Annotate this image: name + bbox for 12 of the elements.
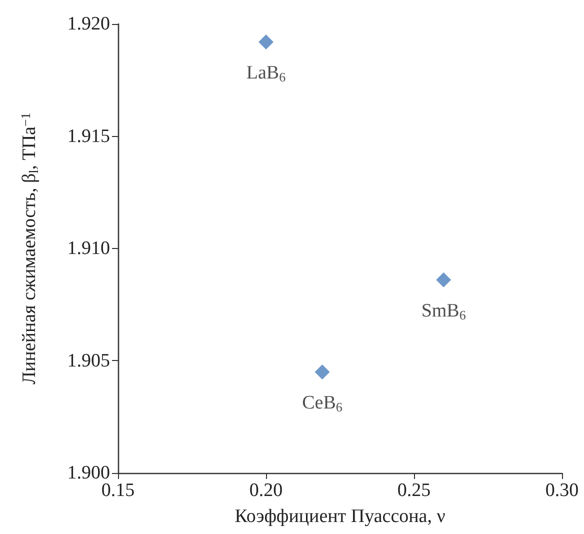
point — [314, 364, 330, 380]
y-tick-label: 1.910 — [67, 238, 110, 259]
x-tick-label: 0.20 — [249, 480, 283, 501]
x-tick-label: 0.25 — [397, 480, 431, 501]
point — [258, 34, 274, 50]
point — [436, 272, 452, 288]
y-tick-label: 1.905 — [67, 350, 110, 372]
x-tick-label: 0.30 — [545, 480, 579, 501]
x-axis-title: Коэффициент Пуассона, ν — [234, 506, 446, 527]
y-axis-title: Линейная сжимаемость, βl, ТПа−1 — [18, 112, 41, 384]
y-tick-label: 1.920 — [67, 14, 110, 34]
y-tick-label: 1.915 — [67, 126, 110, 147]
